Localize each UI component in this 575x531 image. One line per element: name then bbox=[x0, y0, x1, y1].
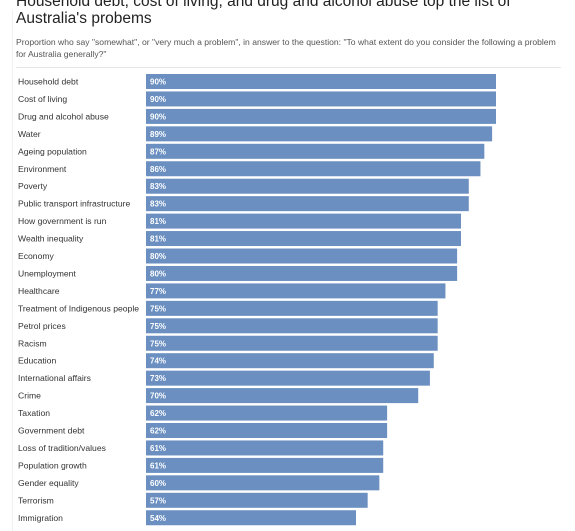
category-label: Racism bbox=[18, 338, 47, 348]
bar bbox=[146, 161, 481, 177]
bar-value-label: 61% bbox=[150, 444, 166, 453]
category-label: How government is run bbox=[18, 216, 107, 226]
category-label: Education bbox=[18, 356, 56, 366]
category-label: Household debt bbox=[18, 77, 79, 87]
bar-value-label: 86% bbox=[150, 165, 166, 174]
category-label: Taxation bbox=[18, 408, 50, 418]
category-label: Government debt bbox=[18, 426, 85, 436]
bar bbox=[146, 300, 438, 316]
bar bbox=[146, 405, 388, 421]
left-guide-line bbox=[12, 10, 13, 531]
bar-value-label: 75% bbox=[150, 304, 166, 313]
bar-value-label: 74% bbox=[150, 357, 166, 366]
category-label: Environment bbox=[18, 164, 67, 174]
bar-value-label: 62% bbox=[150, 409, 166, 418]
bar bbox=[146, 492, 368, 508]
bar-value-label: 89% bbox=[150, 130, 166, 139]
category-label: Healthcare bbox=[18, 286, 60, 296]
bar bbox=[146, 196, 469, 212]
bar bbox=[146, 143, 485, 159]
bar bbox=[146, 335, 438, 351]
bar bbox=[146, 231, 461, 247]
bar-value-label: 57% bbox=[150, 496, 166, 505]
bar-value-label: 83% bbox=[150, 200, 166, 209]
bar bbox=[146, 457, 384, 473]
category-label: Treatment of Indigenous people bbox=[18, 303, 139, 313]
category-label: Petrol prices bbox=[18, 321, 66, 331]
bar bbox=[146, 423, 388, 438]
bar-value-label: 77% bbox=[150, 287, 166, 296]
bar bbox=[146, 74, 496, 89]
category-label: Immigration bbox=[18, 513, 63, 523]
category-label: Public transport infrastructure bbox=[18, 199, 130, 209]
bar bbox=[146, 388, 419, 404]
category-label: Wealth inequality bbox=[18, 234, 84, 244]
category-label: Unemployment bbox=[18, 268, 76, 278]
bar bbox=[146, 283, 446, 299]
bar-value-label: 70% bbox=[150, 392, 166, 401]
header-divider bbox=[16, 67, 561, 68]
category-label: Ageing population bbox=[18, 146, 87, 156]
bar-value-label: 61% bbox=[150, 461, 166, 470]
bar bbox=[146, 248, 458, 264]
bar-value-label: 80% bbox=[150, 252, 166, 261]
bar bbox=[146, 213, 461, 229]
bar-value-label: 81% bbox=[150, 235, 166, 244]
bar-value-label: 75% bbox=[150, 339, 166, 348]
bar bbox=[146, 370, 430, 386]
category-label: Loss of tradition/values bbox=[18, 443, 106, 453]
bar-value-label: 73% bbox=[150, 374, 166, 383]
bar bbox=[146, 510, 356, 526]
category-label: Crime bbox=[18, 391, 41, 401]
category-label: Poverty bbox=[18, 181, 48, 191]
bar bbox=[146, 91, 496, 107]
bar bbox=[146, 265, 458, 281]
bar-value-label: 62% bbox=[150, 427, 166, 436]
bar bbox=[146, 440, 384, 456]
bar-value-label: 60% bbox=[150, 479, 166, 488]
bar bbox=[146, 108, 496, 124]
category-label: Drug and alcohol abuse bbox=[18, 111, 109, 121]
bar-value-label: 81% bbox=[150, 217, 166, 226]
chart-title: Household debt, cost of living, and drug… bbox=[16, 0, 511, 27]
bar bbox=[146, 353, 434, 369]
bar bbox=[146, 178, 469, 194]
bar-value-label: 80% bbox=[150, 269, 166, 278]
bar-value-label: 83% bbox=[150, 182, 166, 191]
bar-value-label: 90% bbox=[150, 112, 166, 121]
category-label: Economy bbox=[18, 251, 55, 261]
category-label: Water bbox=[18, 129, 41, 139]
category-label: International affairs bbox=[18, 373, 91, 383]
chart-subtitle: Proportion who say "somewhat", or "very … bbox=[16, 37, 556, 59]
category-label: Cost of living bbox=[18, 94, 67, 104]
bar-value-label: 90% bbox=[150, 78, 166, 87]
category-label: Gender equality bbox=[18, 478, 79, 488]
bar-value-label: 75% bbox=[150, 322, 166, 331]
category-label: Population growth bbox=[18, 460, 87, 470]
bar-value-label: 87% bbox=[150, 147, 166, 156]
bar-value-label: 90% bbox=[150, 95, 166, 104]
bar bbox=[146, 475, 380, 491]
bar bbox=[146, 126, 493, 142]
bar bbox=[146, 318, 438, 334]
category-label: Terrorism bbox=[18, 495, 54, 505]
bar-value-label: 54% bbox=[150, 514, 166, 523]
